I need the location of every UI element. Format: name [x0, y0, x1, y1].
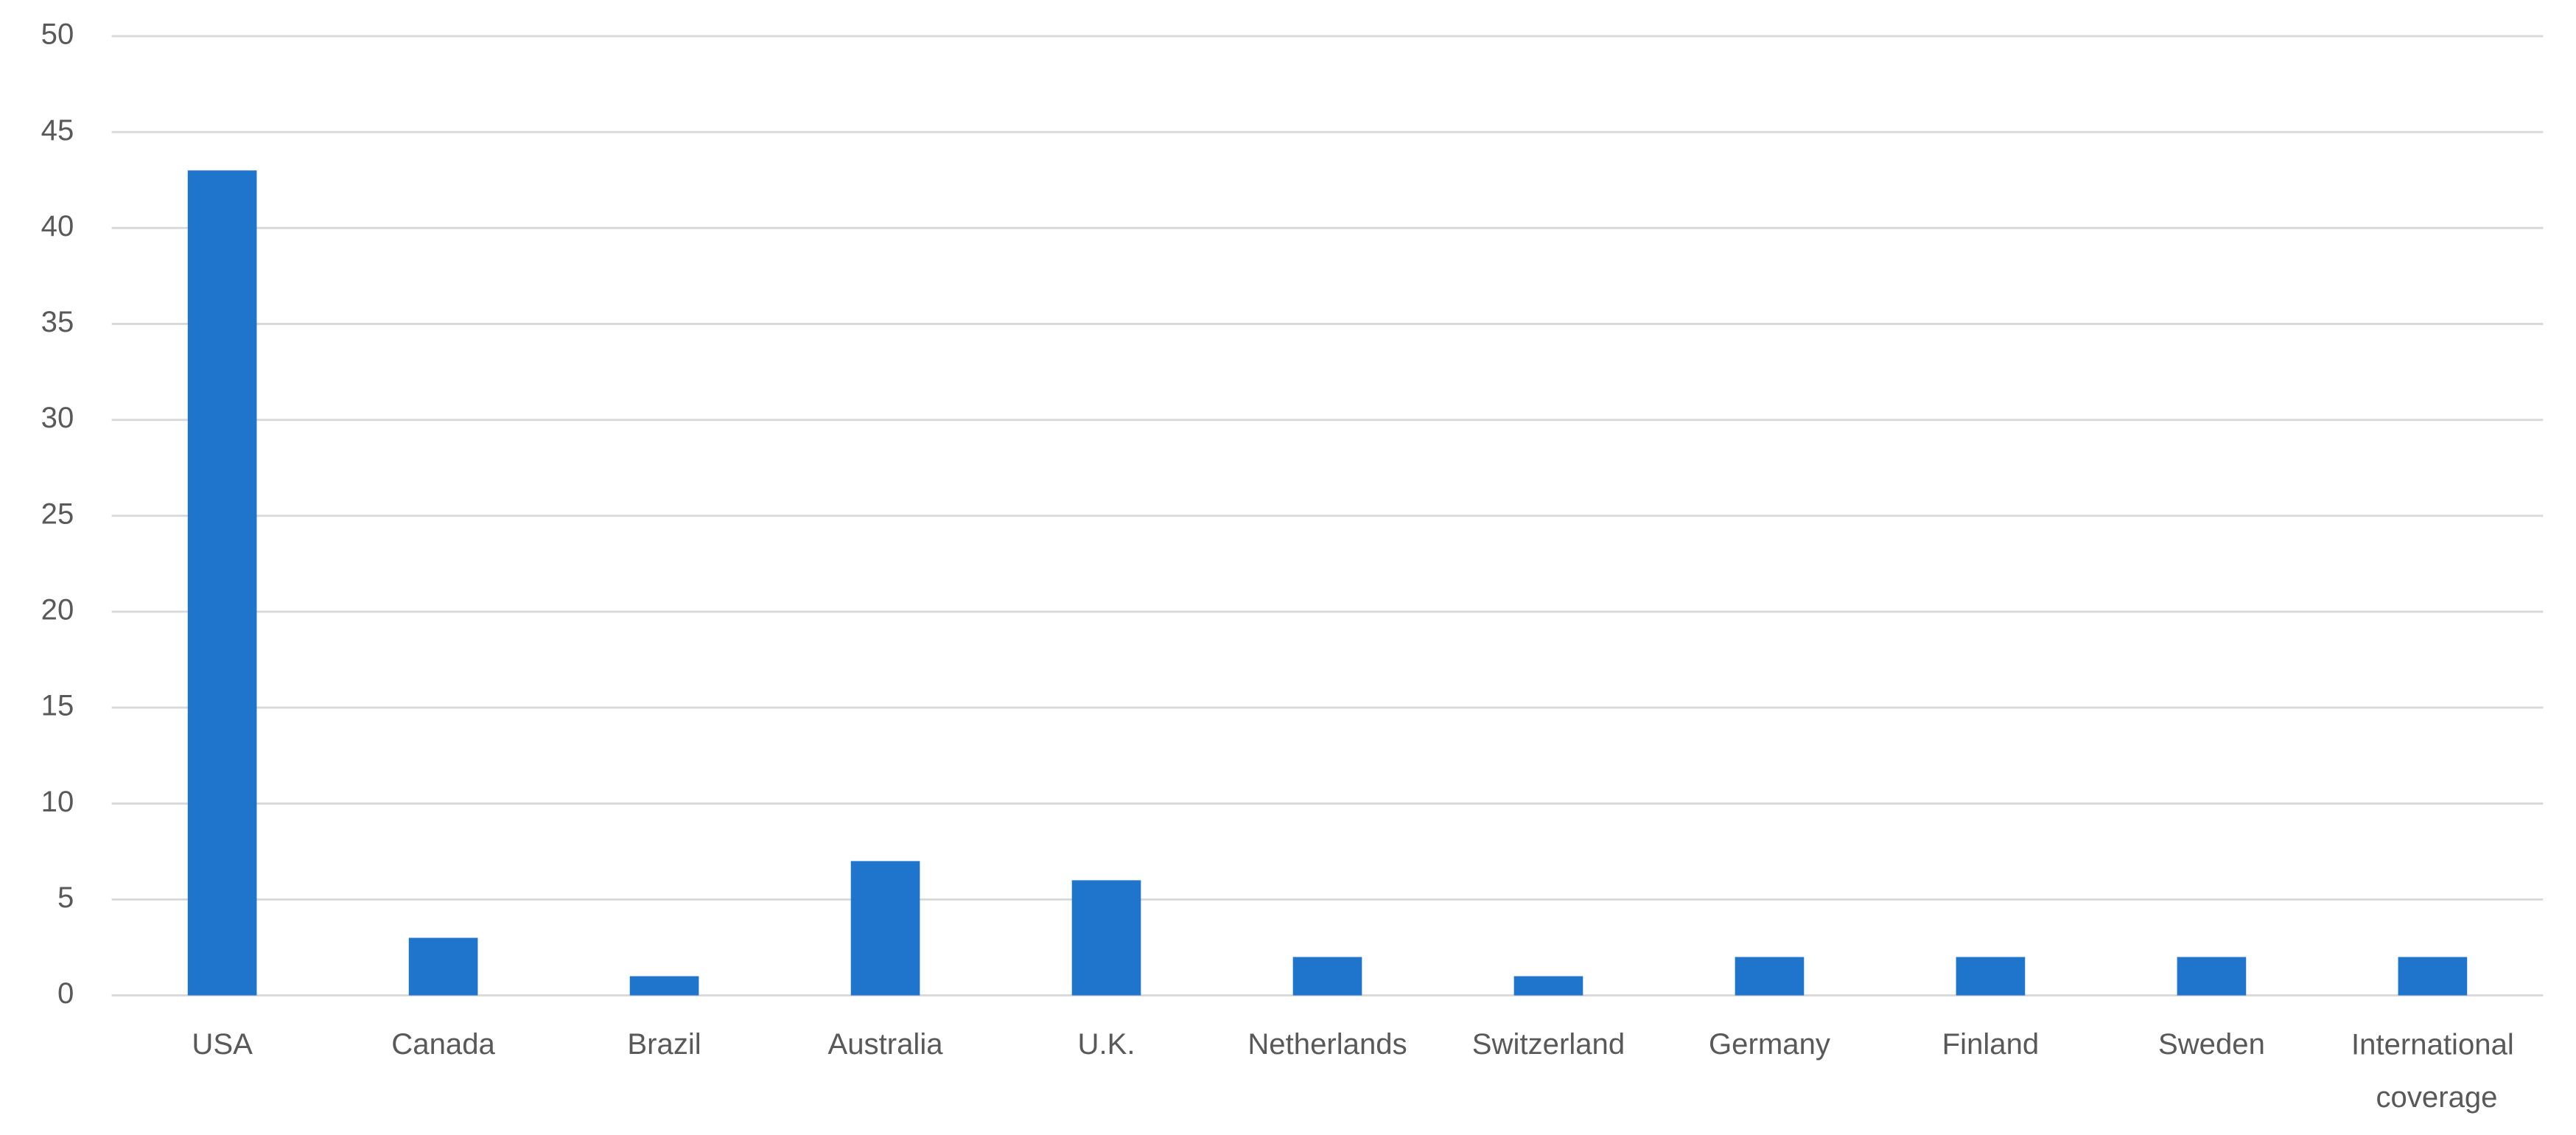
x-tick-label: Finland: [1942, 1027, 2040, 1061]
bar: [187, 170, 257, 996]
bar: [1292, 957, 1362, 996]
x-tick-label: Canada: [391, 1027, 495, 1061]
x-tick-label: Sweden: [2158, 1027, 2265, 1061]
bar: [2177, 957, 2247, 996]
y-tick-label: 15: [41, 689, 74, 722]
x-tick-label: International coverage: [2351, 1027, 2514, 1113]
y-tick-label: 25: [41, 497, 74, 530]
bar: [629, 976, 699, 996]
y-tick-label: 10: [41, 785, 74, 818]
y-tick-label: 30: [41, 401, 74, 434]
y-tick-label: 40: [41, 209, 74, 242]
bar: [408, 937, 478, 996]
x-tick-label: U.K.: [1078, 1027, 1135, 1061]
y-tick-label: 5: [57, 881, 74, 914]
y-tick-label: 50: [41, 18, 74, 51]
x-tick-label: Netherlands: [1247, 1027, 1407, 1061]
y-tick-label: 20: [41, 593, 74, 626]
x-tick-label: Australia: [827, 1027, 943, 1061]
bar: [850, 861, 920, 996]
bar: [2398, 957, 2468, 996]
x-tick-label: Brazil: [627, 1027, 701, 1061]
x-tick-label: Germany: [1709, 1027, 1830, 1061]
bar: [1513, 976, 1583, 996]
y-tick-label: 45: [41, 114, 74, 147]
y-tick-label: 35: [41, 305, 74, 338]
x-tick-label: Switzerland: [1472, 1027, 1625, 1061]
bar: [1956, 957, 2026, 996]
bar: [1071, 880, 1141, 996]
x-tick-label: USA: [192, 1027, 253, 1061]
y-tick-label: 0: [57, 977, 74, 1010]
bar: [1735, 957, 1805, 996]
